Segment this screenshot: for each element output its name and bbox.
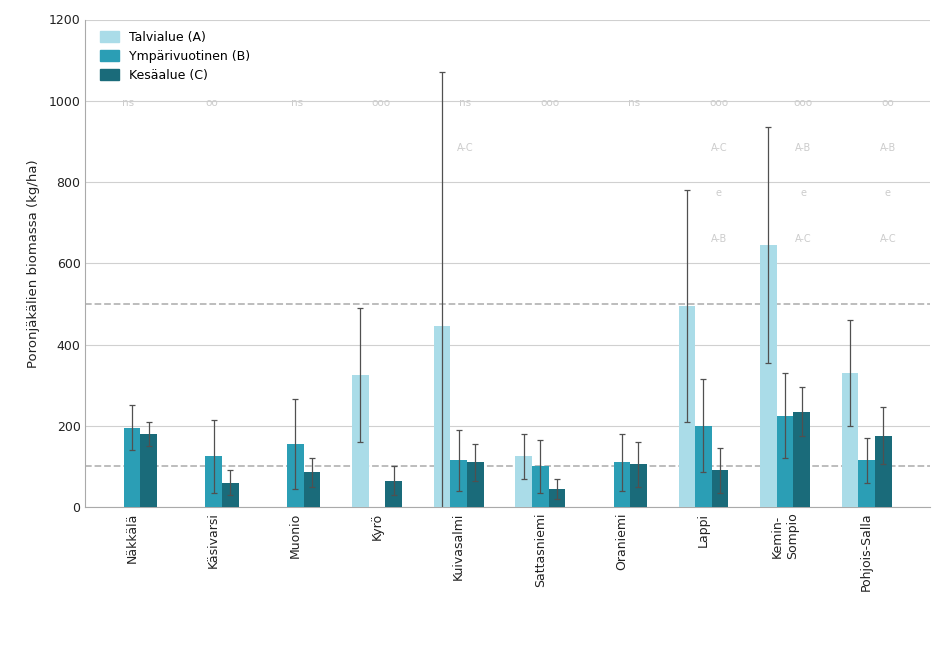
- Y-axis label: Poronjäkälien biomassa (kg/ha): Poronjäkälien biomassa (kg/ha): [28, 159, 41, 367]
- Legend: Talvialue (A), Ympärivuotinen (B), Kesäalue (C): Talvialue (A), Ympärivuotinen (B), Kesäa…: [100, 31, 250, 82]
- Bar: [875, 436, 892, 507]
- Bar: [777, 415, 793, 507]
- Bar: [712, 471, 729, 507]
- Bar: [549, 489, 566, 507]
- Bar: [842, 373, 859, 507]
- Bar: [679, 306, 695, 507]
- Text: e: e: [800, 188, 807, 198]
- Bar: [385, 480, 402, 507]
- Bar: [304, 473, 321, 507]
- Bar: [467, 462, 484, 507]
- Text: A-B: A-B: [880, 143, 896, 153]
- Bar: [515, 456, 531, 507]
- Bar: [859, 460, 875, 507]
- Text: ooo: ooo: [793, 98, 813, 107]
- Text: A-B: A-B: [795, 143, 811, 153]
- Text: A-C: A-C: [711, 143, 727, 153]
- Text: A-B: A-B: [711, 234, 727, 244]
- Text: e: e: [884, 188, 891, 198]
- Bar: [630, 464, 647, 507]
- Bar: [140, 434, 157, 507]
- Text: A-C: A-C: [880, 234, 896, 244]
- Bar: [613, 462, 630, 507]
- Text: ooo: ooo: [709, 98, 729, 107]
- Text: ooo: ooo: [540, 98, 560, 107]
- Text: ooo: ooo: [371, 98, 391, 107]
- Text: ns: ns: [459, 98, 472, 107]
- Text: oo: oo: [206, 98, 218, 107]
- Text: ns: ns: [121, 98, 134, 107]
- Text: e: e: [716, 188, 722, 198]
- Bar: [222, 482, 238, 507]
- Text: ns: ns: [290, 98, 303, 107]
- Bar: [793, 411, 810, 507]
- Bar: [434, 326, 450, 507]
- Text: oo: oo: [882, 98, 894, 107]
- Text: A-C: A-C: [795, 234, 811, 244]
- Bar: [760, 245, 777, 507]
- Bar: [695, 426, 712, 507]
- Text: A-C: A-C: [457, 143, 474, 153]
- Bar: [123, 428, 140, 507]
- Bar: [287, 444, 304, 507]
- Bar: [450, 460, 467, 507]
- Bar: [352, 375, 368, 507]
- Bar: [531, 467, 549, 507]
- Bar: [205, 456, 222, 507]
- Text: ns: ns: [628, 98, 641, 107]
